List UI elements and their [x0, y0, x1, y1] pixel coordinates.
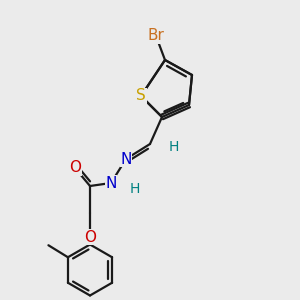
Text: N: N [105, 176, 117, 190]
Text: S: S [136, 88, 146, 104]
Text: H: H [130, 182, 140, 196]
Text: H: H [169, 140, 179, 154]
Text: O: O [84, 230, 96, 244]
Text: O: O [69, 160, 81, 175]
Text: N: N [120, 152, 132, 166]
Text: Br: Br [148, 28, 164, 44]
